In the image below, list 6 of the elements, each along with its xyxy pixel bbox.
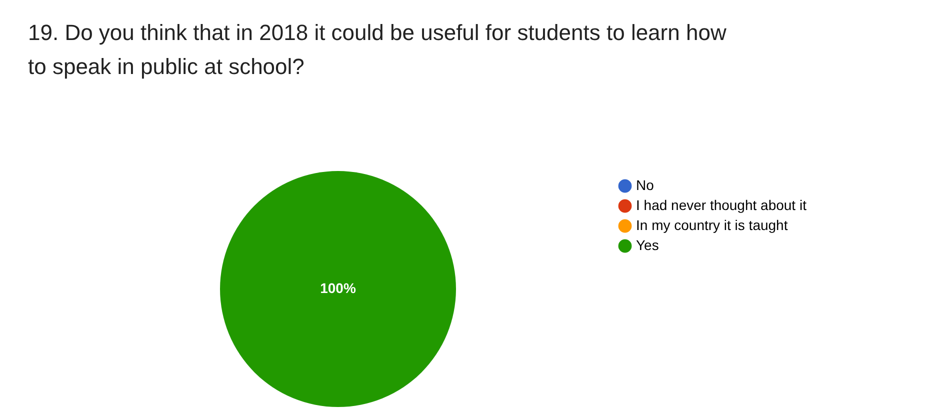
data-label: 100% — [320, 280, 356, 296]
legend-label: I had never thought about it — [636, 197, 807, 213]
legend-label: No — [636, 177, 654, 193]
chart-title: 19. Do you think that in 2018 it could be useful for students to learn how to speak in public at school? — [28, 20, 726, 79]
legend-label: Yes — [636, 237, 659, 253]
legend-label: In my country it is taught — [636, 217, 788, 233]
